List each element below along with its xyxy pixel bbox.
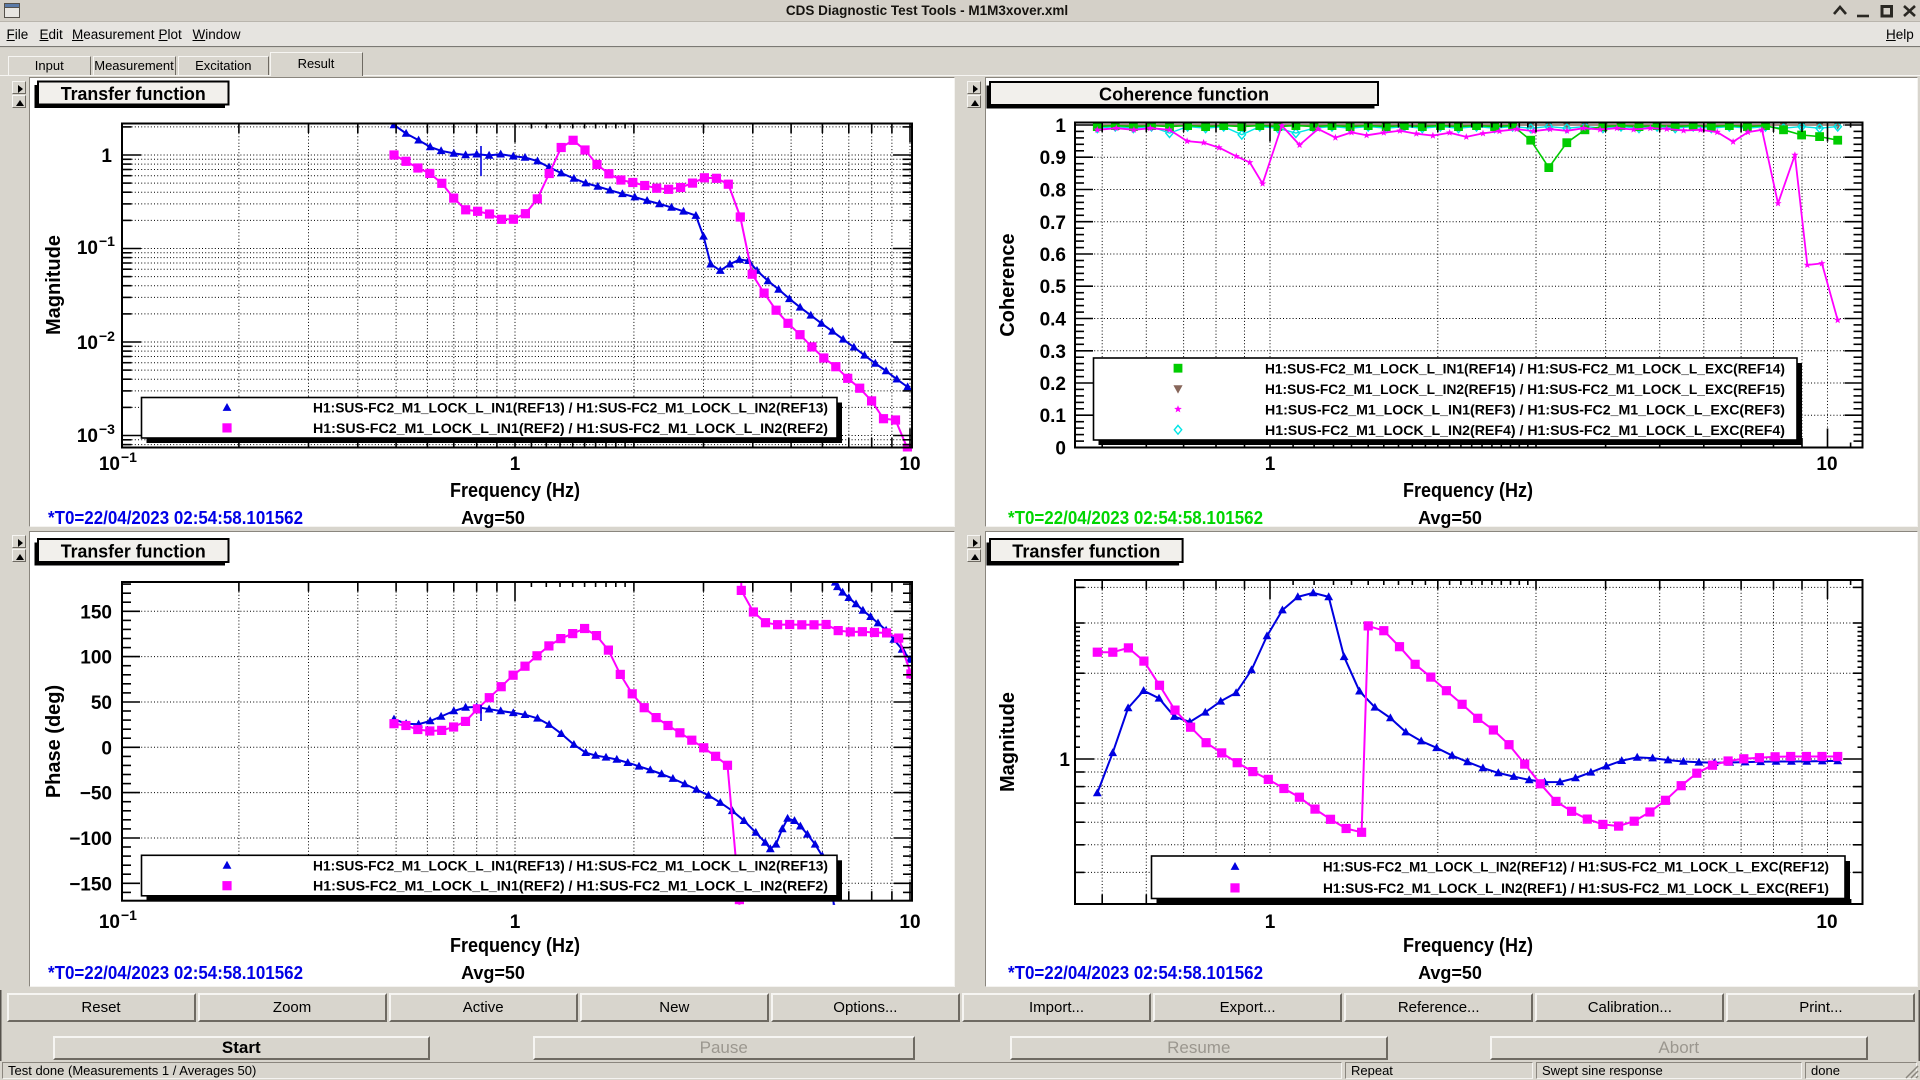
svg-text:Avg=50: Avg=50: [1418, 963, 1482, 983]
svg-text:1: 1: [510, 912, 521, 933]
svg-text:Magnitude: Magnitude: [43, 235, 65, 335]
svg-text:Transfer function: Transfer function: [61, 84, 206, 104]
svg-text:H1:SUS-FC2_M1_LOCK_L_IN1(REF13: H1:SUS-FC2_M1_LOCK_L_IN1(REF13) / H1:SUS…: [313, 857, 828, 873]
svg-text:H1:SUS-FC2_M1_LOCK_L_IN1(REF2): H1:SUS-FC2_M1_LOCK_L_IN1(REF2) / H1:SUS-…: [313, 878, 828, 894]
svg-text:Transfer function: Transfer function: [1012, 542, 1160, 562]
svg-text:Magnitude: Magnitude: [997, 692, 1019, 792]
svg-text:Transfer function: Transfer function: [61, 542, 206, 562]
svg-text:−1: −1: [121, 449, 137, 465]
svg-text:0.2: 0.2: [1040, 374, 1066, 395]
svg-text:10: 10: [77, 426, 98, 447]
svg-text:1: 1: [1055, 116, 1066, 137]
svg-text:1: 1: [1265, 454, 1276, 475]
svg-text:−150: −150: [69, 874, 112, 895]
svg-text:50: 50: [91, 693, 112, 714]
svg-text:0.1: 0.1: [1040, 406, 1067, 427]
svg-text:10: 10: [899, 454, 920, 475]
svg-text:10: 10: [99, 912, 120, 933]
svg-text:100: 100: [80, 648, 112, 669]
svg-text:−1: −1: [121, 907, 137, 923]
svg-text:*T0=22/04/2023 02:54:58.101562: *T0=22/04/2023 02:54:58.101562: [48, 963, 303, 983]
svg-text:H1:SUS-FC2_M1_LOCK_L_IN1(REF13: H1:SUS-FC2_M1_LOCK_L_IN1(REF13) / H1:SUS…: [313, 400, 828, 416]
svg-text:1: 1: [1059, 750, 1070, 771]
svg-text:1: 1: [101, 146, 112, 167]
svg-text:10: 10: [77, 333, 98, 354]
svg-text:−2: −2: [99, 328, 115, 344]
svg-text:0.5: 0.5: [1040, 277, 1067, 298]
svg-text:−50: −50: [80, 784, 112, 805]
svg-text:H1:SUS-FC2_M1_LOCK_L_IN1(REF3): H1:SUS-FC2_M1_LOCK_L_IN1(REF3) / H1:SUS-…: [1265, 401, 1785, 417]
svg-text:Coherence: Coherence: [997, 233, 1019, 336]
svg-text:−100: −100: [69, 829, 112, 850]
svg-text:0: 0: [1055, 439, 1066, 460]
svg-text:Frequency (Hz): Frequency (Hz): [1403, 935, 1533, 957]
svg-text:−3: −3: [99, 421, 115, 437]
svg-text:Coherence function: Coherence function: [1099, 85, 1269, 105]
svg-text:H1:SUS-FC2_M1_LOCK_L_IN1(REF14: H1:SUS-FC2_M1_LOCK_L_IN1(REF14) / H1:SUS…: [1265, 360, 1785, 376]
svg-text:150: 150: [80, 602, 112, 623]
svg-text:0.3: 0.3: [1040, 342, 1066, 363]
svg-text:10: 10: [899, 912, 920, 933]
svg-text:H1:SUS-FC2_M1_LOCK_L_IN2(REF4): H1:SUS-FC2_M1_LOCK_L_IN2(REF4) / H1:SUS-…: [1265, 422, 1785, 438]
svg-text:10: 10: [1816, 912, 1837, 933]
svg-text:Frequency (Hz): Frequency (Hz): [450, 935, 580, 957]
svg-text:1: 1: [1265, 912, 1276, 933]
svg-text:H1:SUS-FC2_M1_LOCK_L_IN1(REF2): H1:SUS-FC2_M1_LOCK_L_IN1(REF2) / H1:SUS-…: [313, 420, 828, 436]
svg-text:0.7: 0.7: [1040, 213, 1066, 234]
svg-text:Avg=50: Avg=50: [461, 963, 525, 983]
svg-text:0.6: 0.6: [1040, 245, 1066, 266]
svg-text:H1:SUS-FC2_M1_LOCK_L_IN2(REF12: H1:SUS-FC2_M1_LOCK_L_IN2(REF12) / H1:SUS…: [1323, 859, 1829, 875]
svg-text:0.8: 0.8: [1040, 181, 1066, 202]
svg-text:10: 10: [1816, 454, 1837, 475]
svg-text:1: 1: [510, 454, 521, 475]
svg-text:*T0=22/04/2023 02:54:58.101562: *T0=22/04/2023 02:54:58.101562: [1008, 508, 1263, 528]
svg-text:0: 0: [101, 738, 112, 759]
svg-text:*T0=22/04/2023 02:54:58.101562: *T0=22/04/2023 02:54:58.101562: [1008, 963, 1263, 983]
svg-text:−1: −1: [99, 233, 115, 249]
svg-text:Frequency (Hz): Frequency (Hz): [450, 480, 580, 502]
svg-text:0.4: 0.4: [1040, 310, 1067, 331]
svg-text:10: 10: [77, 238, 98, 259]
svg-text:Phase (deg): Phase (deg): [43, 685, 65, 798]
svg-text:10: 10: [99, 454, 120, 475]
svg-text:H1:SUS-FC2_M1_LOCK_L_IN2(REF15: H1:SUS-FC2_M1_LOCK_L_IN2(REF15) / H1:SUS…: [1265, 381, 1785, 397]
svg-text:H1:SUS-FC2_M1_LOCK_L_IN2(REF1): H1:SUS-FC2_M1_LOCK_L_IN2(REF1) / H1:SUS-…: [1323, 880, 1829, 896]
svg-text:Avg=50: Avg=50: [1418, 508, 1482, 528]
svg-text:*T0=22/04/2023 02:54:58.101562: *T0=22/04/2023 02:54:58.101562: [48, 508, 303, 528]
svg-text:Avg=50: Avg=50: [461, 508, 525, 528]
svg-text:Frequency (Hz): Frequency (Hz): [1403, 480, 1533, 502]
svg-text:0.9: 0.9: [1040, 148, 1066, 169]
